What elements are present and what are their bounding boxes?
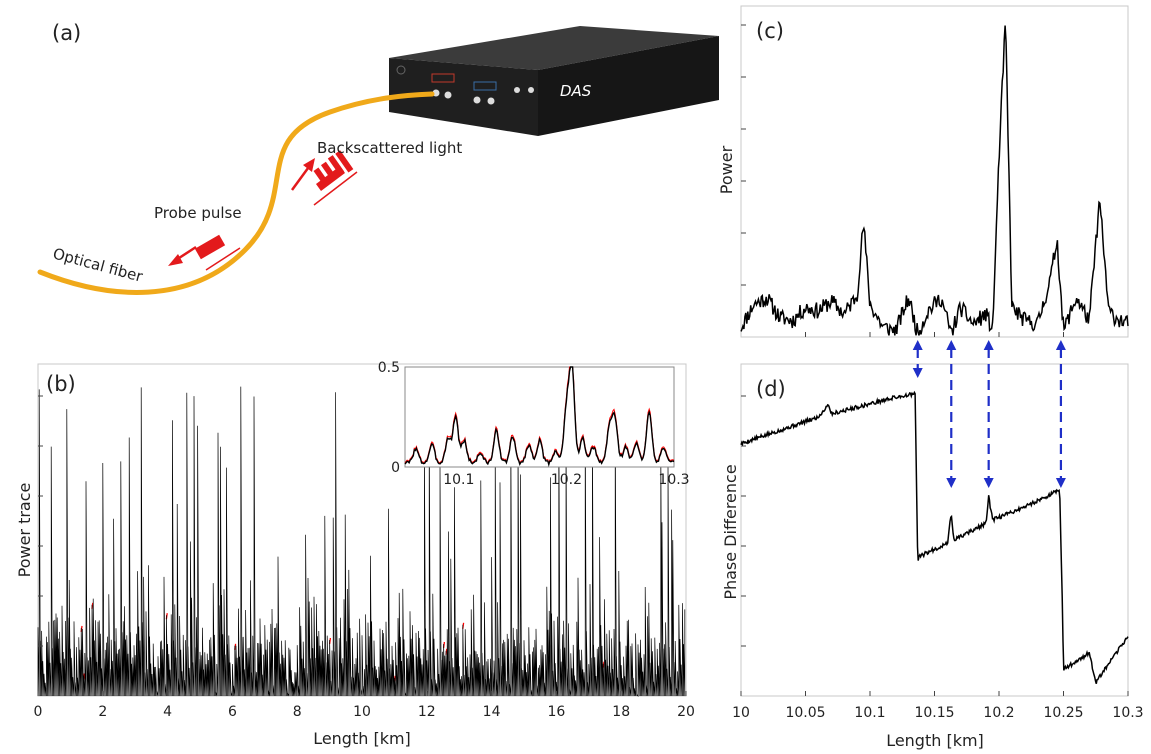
device-front-face	[389, 58, 538, 136]
inset-x-tick-label: 10.3	[658, 472, 689, 488]
panel-d: 10 10.05 10.1 10.15 10.2 10.25 10.3 (d) Phase …	[721, 363, 1144, 750]
panel-a-label: (a)	[52, 21, 81, 45]
connector-icon	[528, 87, 534, 93]
inset-traces	[404, 366, 675, 468]
power-icon	[396, 65, 406, 75]
x-tick-label: 10.15	[914, 705, 954, 721]
arrow-up-icon	[1055, 340, 1066, 350]
x-tick-label: 10.1	[854, 705, 885, 721]
panel-c-plot-area	[740, 5, 1129, 338]
panel-b-y-ticks	[38, 395, 43, 647]
panel-c-label: (c)	[756, 19, 784, 43]
device-top-face	[389, 26, 719, 70]
x-tick-label: 16	[547, 704, 565, 720]
zero-crossing-markers	[912, 340, 1066, 488]
x-tick-label: 14	[483, 704, 501, 720]
backscatter-label: Backscattered light	[317, 139, 462, 157]
inset-y-tick-label: 0.5	[378, 360, 400, 376]
arrow-up-icon	[912, 340, 923, 350]
arrow-up-icon	[983, 340, 994, 350]
device-label: DAS	[560, 82, 592, 100]
inset-plot-area	[404, 366, 675, 468]
panel-d-ticks: 10 10.05 10.1 10.15 10.2 10.25 10.3	[732, 395, 1144, 721]
panel-b-label: (b)	[46, 372, 76, 396]
connector-icon	[473, 96, 481, 104]
arrow-down-icon	[946, 478, 957, 488]
das-device: DAS	[389, 26, 719, 136]
backscatter-arrow-icon	[290, 158, 315, 191]
device-side-face	[538, 36, 719, 136]
panel-d-plot-area	[740, 363, 1129, 697]
x-tick-label: 10.25	[1043, 705, 1083, 721]
panel-a: (a) DAS	[37, 21, 719, 295]
panel-c-power-line	[740, 25, 1129, 336]
port-frame-red	[431, 73, 455, 83]
x-tick-label: 20	[677, 704, 695, 720]
x-tick-label: 18	[612, 704, 630, 720]
panel-b-y-label: Power trace	[15, 483, 34, 578]
panel-b-x-axis: 0 2 4 6 8 10 12 14 16 18 20	[34, 691, 695, 720]
inset-y-tick-label: 0	[391, 460, 400, 476]
x-tick-label: 12	[418, 704, 436, 720]
panel-b-x-label: Length [km]	[313, 729, 411, 748]
panel-b-black-trace	[37, 386, 686, 697]
panel-b-inset: 10.1 10.2 10.3 0 0.5	[378, 360, 690, 488]
probe-label: Probe pulse	[154, 204, 242, 222]
x-tick-label: 10	[353, 704, 371, 720]
connector-icon	[444, 91, 452, 99]
arrow-up-icon	[946, 340, 957, 350]
probe-pulse-icon	[194, 234, 241, 271]
x-tick-label: 0	[34, 704, 43, 720]
x-tick-label: 8	[293, 704, 302, 720]
panel-d-label: (d)	[756, 377, 786, 401]
panel-d-phase-line	[740, 390, 1129, 685]
x-tick-label: 4	[163, 704, 172, 720]
backscatter-pulses-icon	[313, 150, 358, 206]
arrow-down-icon	[983, 478, 994, 488]
arrow-down-icon	[912, 368, 923, 378]
panel-d-x-label: Length [km]	[886, 731, 984, 750]
inset-x-tick-label: 10.1	[443, 472, 474, 488]
x-tick-label: 10.3	[1112, 705, 1143, 721]
connector-icon	[514, 87, 520, 93]
x-tick-label: 10	[732, 705, 750, 721]
x-tick-label: 10.05	[785, 705, 825, 721]
inset-ticks: 10.1 10.2 10.3 0 0.5	[378, 360, 690, 488]
inset-black-trace	[404, 366, 675, 468]
x-tick-label: 2	[98, 704, 107, 720]
panel-c-ticks	[741, 24, 1064, 337]
arrow-down-icon	[1055, 478, 1066, 488]
x-tick-label: 6	[228, 704, 237, 720]
panel-b: 0 2 4 6 8 10 12 14 16 18 20 (b) Power trace Length…	[15, 360, 695, 748]
optical-fiber	[37, 91, 435, 295]
panel-c: (c) Power	[717, 5, 1129, 338]
panel-d-y-label: Phase Difference	[721, 464, 740, 599]
connector-icon	[487, 97, 495, 105]
panel-c-y-label: Power	[717, 145, 736, 194]
inset-x-tick-label: 10.2	[551, 472, 582, 488]
probe-arrow-icon	[168, 245, 197, 266]
port-frame-blue	[473, 81, 497, 91]
x-tick-label: 10.2	[983, 705, 1014, 721]
